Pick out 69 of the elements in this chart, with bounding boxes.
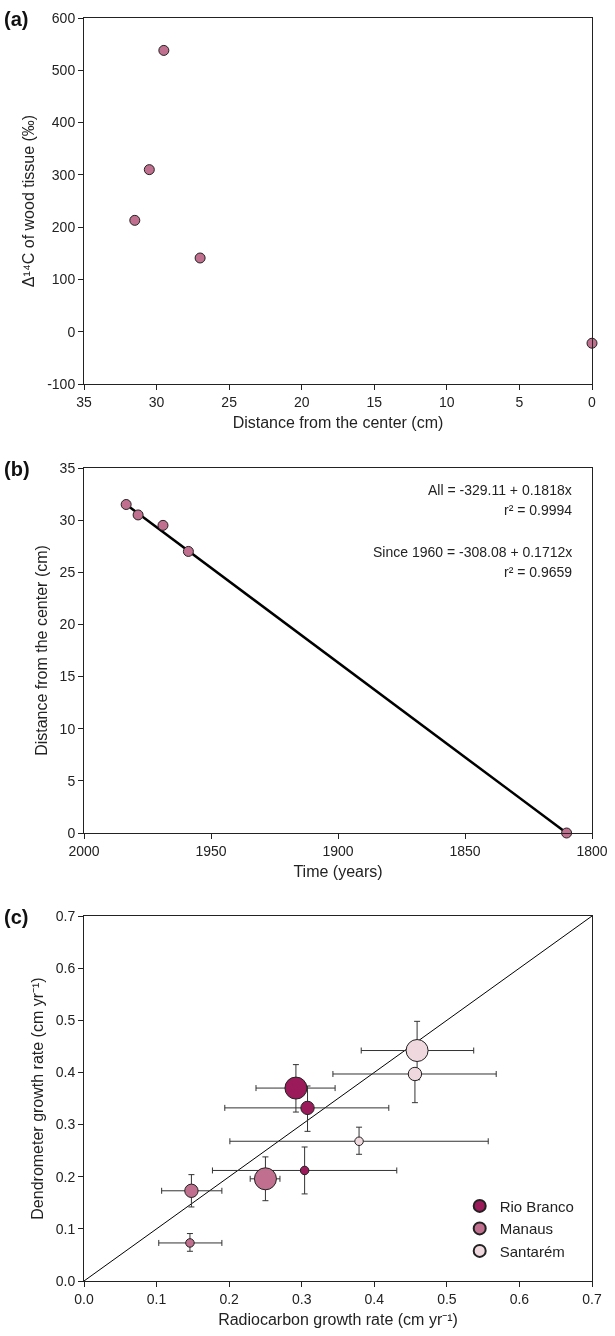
x-tick-label: 0.1	[146, 1290, 167, 1307]
y-tick-label: -100	[47, 375, 76, 392]
x-tick-label: 0.2	[219, 1290, 240, 1307]
y-tick-label: 0.6	[55, 960, 76, 977]
y-tick-label: 10	[59, 720, 76, 737]
x-tick-label: 25	[221, 393, 238, 410]
x-tick-label: 0.5	[437, 1290, 457, 1307]
chart-title: (a)	[4, 8, 29, 30]
x-tick-label: 0.3	[291, 1290, 312, 1307]
x-tick-label: 1800	[576, 842, 608, 859]
x-tick-label: 1850	[449, 842, 481, 859]
y-tick-label: 30	[59, 512, 76, 529]
y-axis-title: Δ¹⁴C of wood tissue (‰)	[20, 114, 38, 288]
y-tick-label: 0.3	[55, 1116, 76, 1133]
y-tick-label: 0.0	[55, 1272, 76, 1289]
x-tick-label: 0.6	[509, 1290, 530, 1307]
y-tick-label: 500	[51, 62, 76, 79]
y-tick-label: 0.2	[55, 1168, 76, 1185]
point	[182, 545, 194, 557]
y-tick-label: 0.1	[55, 1220, 76, 1237]
y-tick-label: 100	[51, 271, 76, 288]
y-tick-label: 600	[51, 9, 76, 26]
legend-label: Santarém	[499, 1242, 565, 1260]
y-tick-label: 300	[51, 166, 76, 183]
point	[586, 337, 598, 349]
y-tick-label: 25	[59, 564, 76, 581]
y-tick-label: 20	[59, 616, 76, 633]
y-tick-label: 0.5	[55, 1012, 76, 1029]
x-tick-label: 20	[293, 393, 310, 410]
x-tick-label: 15	[366, 393, 383, 410]
point	[120, 499, 132, 510]
y-tick-label: 35	[59, 459, 76, 476]
x-tick-label: 5	[515, 393, 524, 410]
annotation: All = -329.11 + 0.1818x	[428, 482, 572, 498]
point	[132, 509, 144, 521]
x-tick-label: 0	[588, 393, 597, 410]
x-tick-label: 0.7	[582, 1290, 602, 1307]
annotation: r² = 0.9994	[504, 502, 573, 518]
x-axis-title: Time (years)	[293, 863, 383, 881]
y-tick-label: 0.7	[55, 907, 76, 924]
x-tick-label: 1950	[195, 842, 227, 859]
y-tick-label: 400	[51, 114, 76, 131]
y-tick-label: 200	[51, 219, 76, 236]
point	[561, 827, 573, 839]
x-axis-title: Radiocarbon growth rate (cm yr⁻¹)	[218, 1311, 458, 1329]
y-tick-label: 5	[67, 772, 76, 789]
y-axis-title: Dendrometer growth rate (cm yr⁻¹)	[28, 977, 46, 1220]
legend-label: Rio Branco	[499, 1197, 574, 1215]
annotation: r² = 0.9659	[504, 564, 573, 580]
y-tick-label: 15	[59, 668, 76, 685]
y-tick-label: 0	[67, 824, 76, 841]
x-tick-label: 2000	[68, 842, 100, 859]
x-tick-label: 10	[439, 393, 455, 410]
x-axis-title: Distance from the center (cm)	[232, 414, 444, 432]
chart-title: (c)	[4, 906, 29, 928]
annotation: Since 1960 = -308.08 + 0.1712x	[373, 544, 573, 560]
legend-label: Manaus	[499, 1220, 554, 1238]
x-tick-label: 0.4	[364, 1290, 385, 1307]
point	[158, 44, 170, 56]
y-tick-label: 0.4	[55, 1064, 76, 1081]
point	[143, 164, 155, 176]
y-tick-label: 0	[67, 323, 76, 340]
point	[194, 252, 206, 264]
point	[157, 519, 169, 531]
y-axis-title: Distance from the center (cm)	[32, 545, 50, 756]
x-tick-label: 30	[148, 393, 165, 410]
x-tick-label: 1900	[322, 842, 354, 859]
chart-title: (b)	[4, 458, 30, 480]
point	[129, 214, 141, 226]
